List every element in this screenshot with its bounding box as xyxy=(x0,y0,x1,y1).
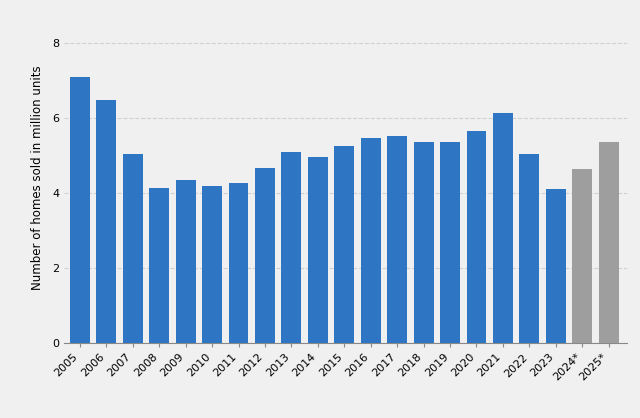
Bar xyxy=(334,146,354,343)
Y-axis label: Number of homes sold in million units: Number of homes sold in million units xyxy=(31,65,44,290)
Bar xyxy=(520,154,540,343)
Bar xyxy=(572,169,592,343)
Bar xyxy=(493,113,513,343)
Bar xyxy=(97,99,116,343)
Bar xyxy=(282,152,301,343)
Bar xyxy=(255,168,275,343)
Bar xyxy=(387,136,407,343)
Bar xyxy=(467,131,486,343)
Bar xyxy=(599,143,619,343)
Bar xyxy=(70,77,90,343)
Bar xyxy=(440,143,460,343)
Bar xyxy=(149,188,169,343)
Bar xyxy=(228,183,248,343)
Bar xyxy=(176,180,196,343)
Bar xyxy=(123,154,143,343)
Bar xyxy=(413,143,433,343)
Bar xyxy=(202,186,222,343)
Bar xyxy=(361,138,381,343)
Bar xyxy=(308,158,328,343)
Bar xyxy=(546,189,566,343)
